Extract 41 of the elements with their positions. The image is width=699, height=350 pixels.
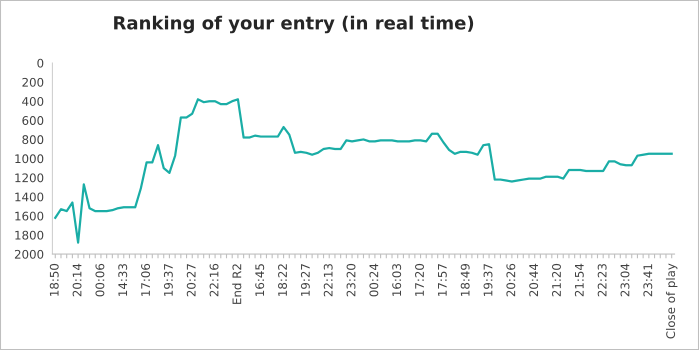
x-tick-label: 18:22	[278, 264, 287, 296]
y-tick-label: 1200	[15, 173, 44, 182]
x-tick-label: 17:20	[415, 264, 424, 296]
x-tick-label: 18:50	[50, 264, 59, 296]
chart-title: Ranking of your entry (in real time)	[114, 16, 474, 34]
x-tick-label: 22:16	[210, 264, 219, 296]
y-tick-label: 600	[22, 116, 44, 125]
x-tick-label: 16:45	[255, 264, 264, 296]
y-tick-label: 1400	[15, 192, 44, 202]
line-series	[54, 98, 673, 244]
x-tick-label: 17:57	[438, 264, 447, 296]
x-tick-label: 22:23	[598, 264, 607, 296]
x-tick-label: 14:33	[118, 264, 128, 296]
x-tick-label: Close of play	[666, 263, 678, 339]
x-tick-label: 23:20	[346, 264, 356, 296]
x-tick-label: 21:54	[574, 264, 584, 296]
x-tick-label: 17:06	[141, 264, 150, 296]
y-tick-label: 800	[22, 135, 44, 144]
x-tick-label: 20:27	[186, 264, 196, 296]
x-tick-label: 21:20	[552, 264, 561, 296]
x-tick-label: 16:03	[392, 264, 402, 296]
y-tick-label: 200	[22, 78, 44, 87]
x-tick-label: 23:41	[643, 264, 652, 296]
x-tick-label: 23:04	[620, 264, 630, 296]
y-tick-label: 2000	[14, 250, 44, 259]
x-tick-label: 19:37	[484, 264, 492, 296]
x-tick-label: 18:49	[460, 264, 470, 296]
x-tick-label: 19:27	[300, 264, 310, 296]
y-tick-label: 1600	[15, 212, 44, 221]
x-tick-label: 00:06	[95, 264, 104, 296]
y-tick-label: 400	[22, 96, 44, 106]
y-tick-label: 0	[37, 58, 44, 68]
x-tick-label: 19:37	[164, 264, 173, 296]
x-tick-label: 20:44	[529, 264, 538, 296]
x-tick-label: 22:13	[324, 264, 333, 296]
x-tick-label: 20:26	[506, 264, 516, 296]
x-tick-label: 00:24	[369, 264, 378, 296]
x-tick-label: End R2	[232, 264, 242, 304]
y-tick-label: 1000	[15, 154, 44, 164]
x-tick-label: 20:14	[72, 264, 82, 296]
y-tick-label: 1800	[15, 230, 44, 240]
